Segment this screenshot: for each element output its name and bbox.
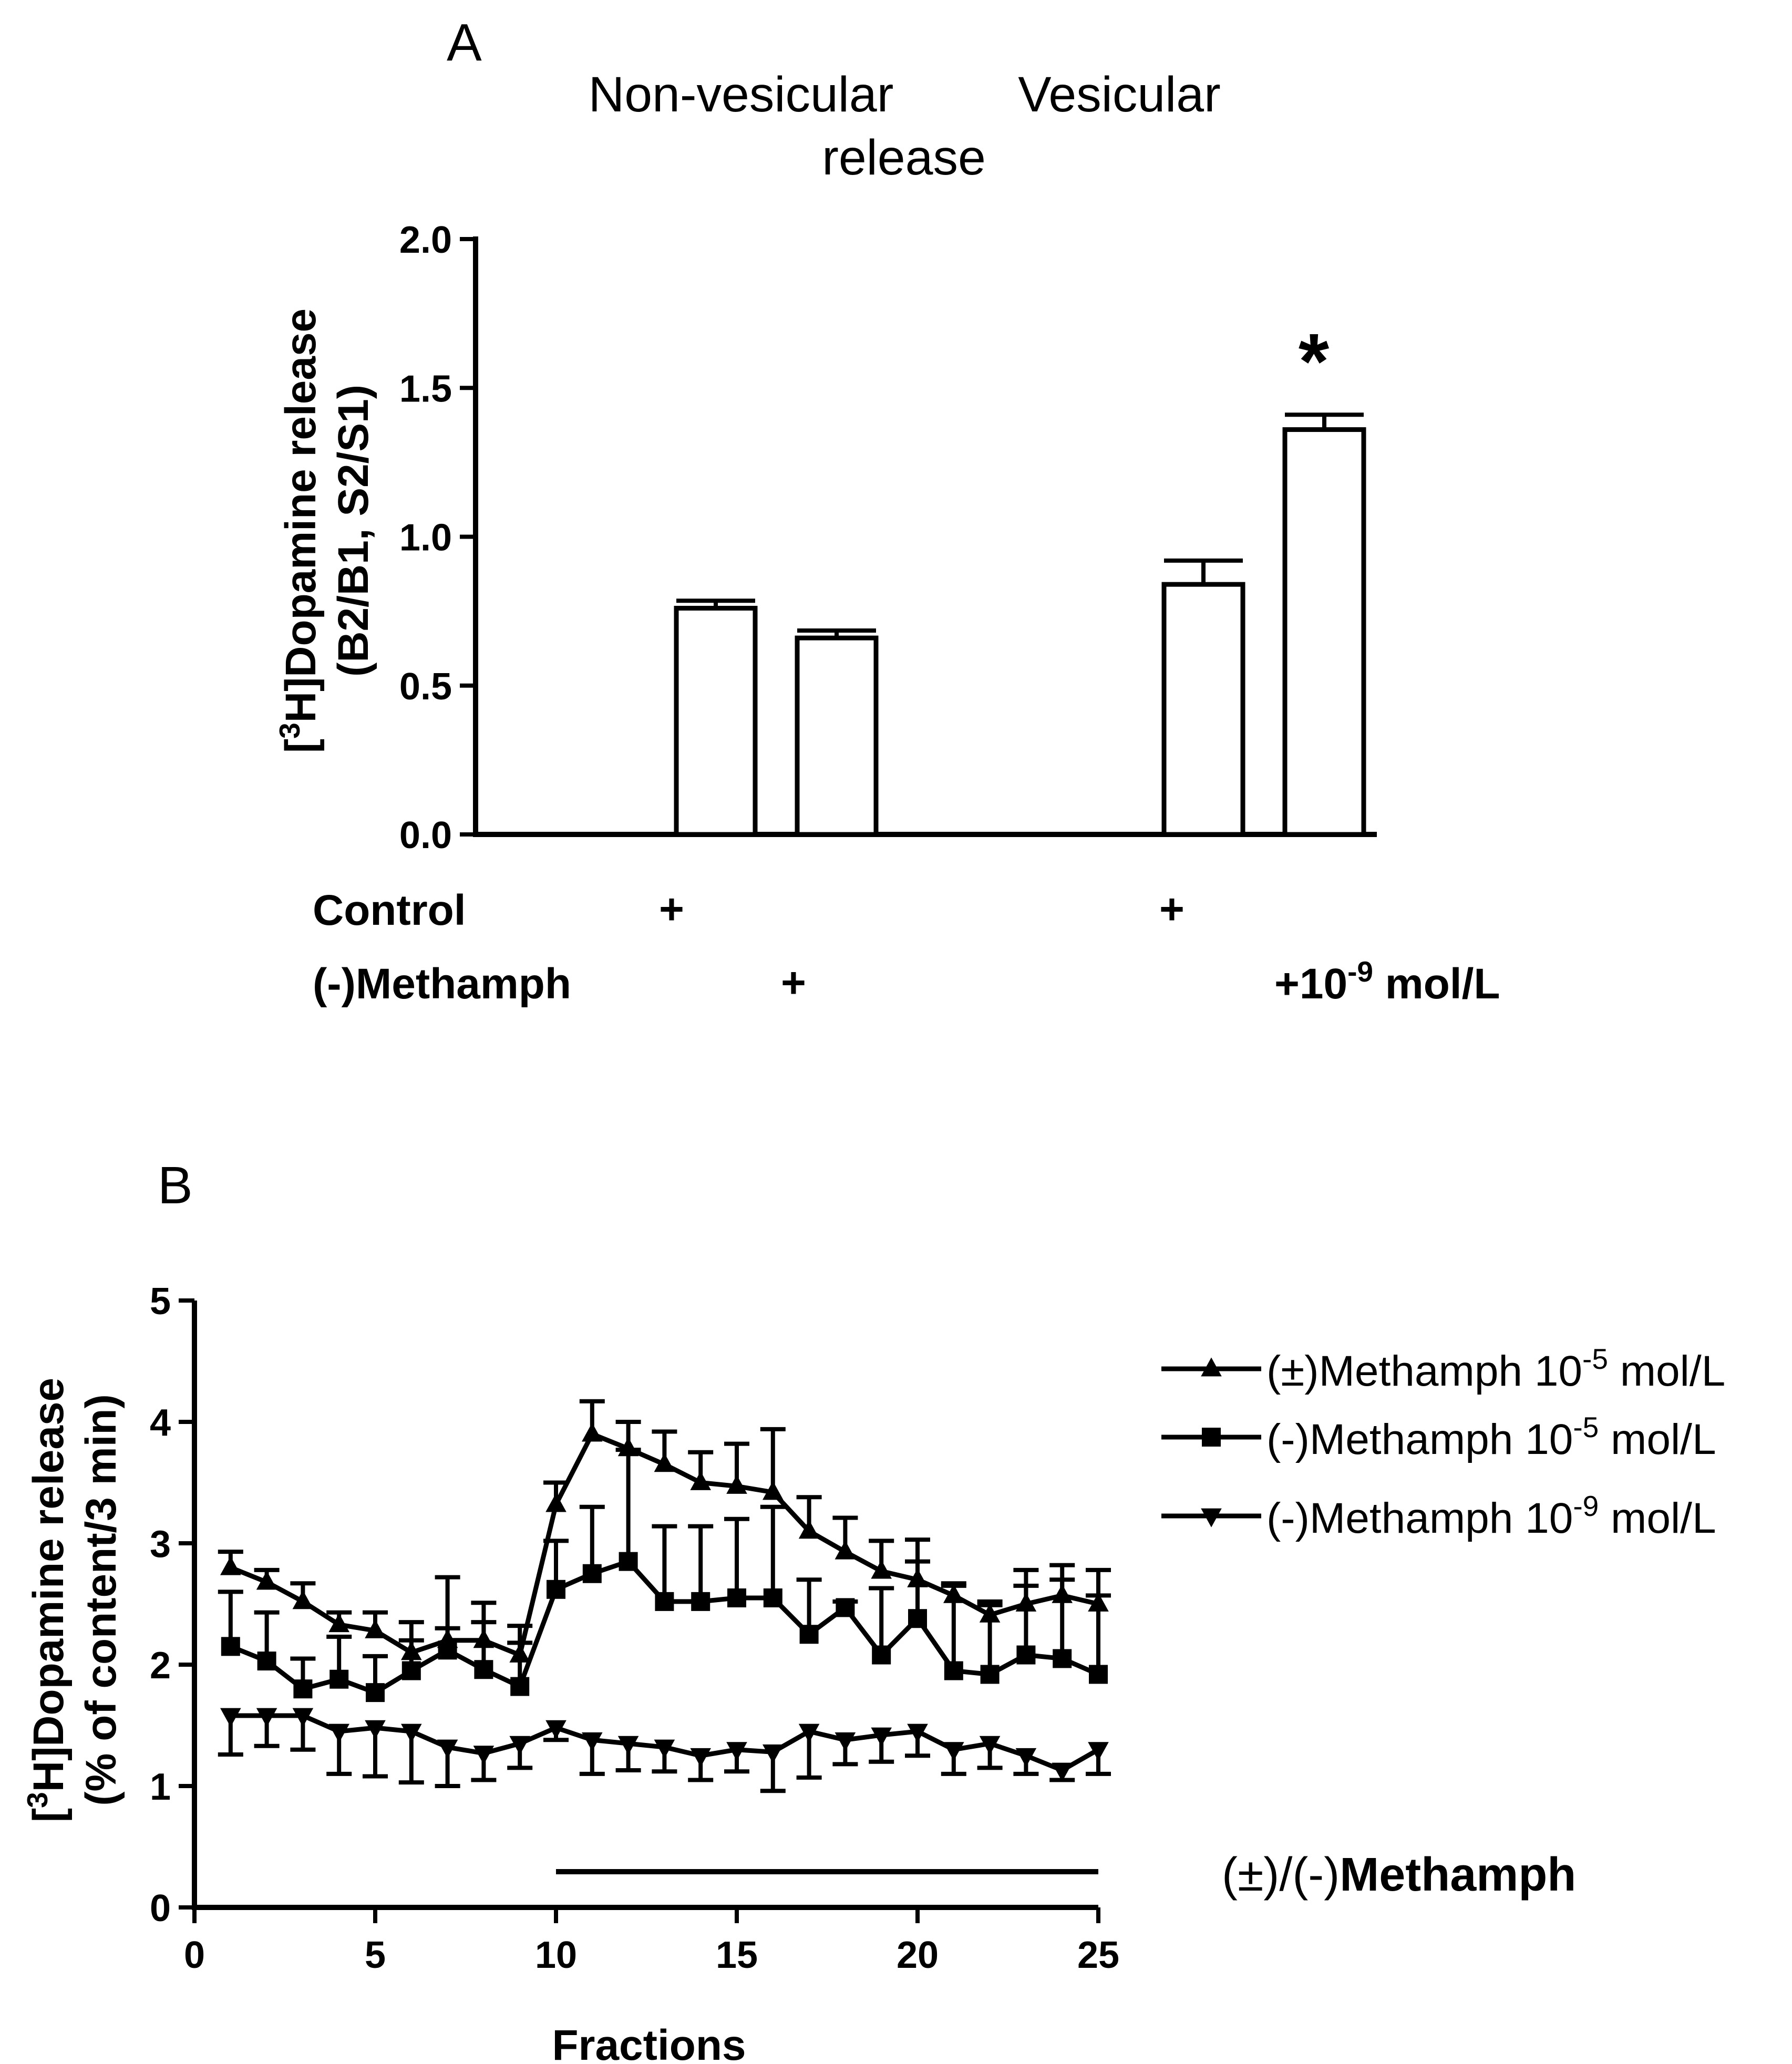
series-point xyxy=(764,1588,782,1607)
panel-b-y-tick-label: 1 xyxy=(150,1766,171,1808)
legend-marker xyxy=(1202,1428,1221,1447)
panel-b-y-tick-label: 5 xyxy=(150,1281,171,1323)
svg-text:[3H]Dopamine release: [3H]Dopamine release xyxy=(21,1378,73,1822)
series-point xyxy=(800,1625,819,1644)
series-1 xyxy=(218,1450,1111,1702)
figure: A Non-vesicular Vesicular release [3H]Do… xyxy=(0,0,1792,2064)
series-point xyxy=(545,1493,567,1512)
panel-b-x-axis-label: Fractions xyxy=(552,2021,746,2064)
row-label-control: Control xyxy=(313,886,466,934)
panel-a-y-axis-label: [3H]Dopamine release (B2/B1, S2/S1) xyxy=(273,308,377,753)
series-point xyxy=(619,1552,638,1571)
panel-b-y-tick-label: 4 xyxy=(150,1402,171,1444)
series-point xyxy=(690,1748,711,1767)
panel-b-x-tick-label: 20 xyxy=(897,1934,939,1976)
series-point xyxy=(943,1742,964,1761)
panel-b-y-tick-label: 0 xyxy=(150,1887,171,1929)
series-point xyxy=(872,1646,891,1665)
series-2 xyxy=(218,1708,1111,1791)
panel-a-bar xyxy=(676,608,755,834)
series-point xyxy=(981,1665,1000,1684)
panel-a-y-tick-label: 0.0 xyxy=(399,814,452,856)
panel-a-header-vesicular: Vesicular xyxy=(1018,67,1220,122)
series-point xyxy=(221,1637,240,1656)
series-point xyxy=(583,1564,602,1583)
series-point xyxy=(329,1670,348,1689)
svg-text:(% of content/3 min): (% of content/3 min) xyxy=(77,1394,125,1806)
panel-b-letter: B xyxy=(158,1156,193,1215)
legend-label: (-)Methamph 10-9 mol/L xyxy=(1266,1490,1716,1542)
series-point xyxy=(691,1592,710,1611)
series-point xyxy=(835,1732,856,1751)
series-point xyxy=(908,1609,927,1628)
panel-a-bar xyxy=(1285,430,1364,834)
panel-b-legend: (±)Methamph 10-5 mol/L (-)Methamph 10-5 m… xyxy=(1161,1343,1725,1542)
series-point xyxy=(1053,1649,1072,1668)
panel-a-y-tick-label: 1.0 xyxy=(399,517,452,559)
series-point xyxy=(366,1683,385,1702)
panel-a-bar xyxy=(797,638,876,834)
series-point xyxy=(220,1556,241,1575)
panel-b-y-tick-label: 2 xyxy=(150,1645,171,1687)
series-point xyxy=(328,1724,349,1743)
svg-text:(B2/B1, S2/S1): (B2/B1, S2/S1) xyxy=(329,385,377,677)
legend-label: (±)Methamph 10-5 mol/L xyxy=(1266,1343,1725,1395)
dose-methamph-vesicular: +10-9 mol/L xyxy=(1274,955,1500,1008)
series-point xyxy=(944,1661,963,1680)
panel-a-y-tick-label: 1.5 xyxy=(399,368,452,410)
series-point xyxy=(1016,1646,1035,1665)
treatment-label: (±)/(-)Methamph xyxy=(1222,1849,1576,1901)
panel-b-x-tick-label: 10 xyxy=(535,1934,577,1976)
panel-b-x-tick-label: 5 xyxy=(365,1934,386,1976)
panel-b-series xyxy=(218,1401,1111,1791)
panel-b-x-tick-label: 0 xyxy=(184,1934,205,1976)
panel-a-y-tick-label: 0.5 xyxy=(399,666,452,708)
panel-b-y-axis-label: [3H]Dopamine release (% of content/3 min… xyxy=(21,1378,125,1822)
significance-marker: * xyxy=(1299,317,1330,405)
panel-a-header-nonvesicular: Non-vesicular xyxy=(589,67,894,122)
series-point xyxy=(293,1679,312,1698)
panel-a-y-tick-label: 2.0 xyxy=(399,219,452,261)
series-point xyxy=(438,1640,457,1659)
series-point xyxy=(1089,1665,1108,1684)
series-point xyxy=(763,1745,784,1763)
panel-a-header-release: release xyxy=(822,130,986,185)
series-point xyxy=(655,1592,674,1611)
plus-control-nonvesicular: + xyxy=(659,885,684,933)
row-label-methamph: (-)Methamph xyxy=(313,960,571,1008)
panel-b-x-tick-label: 25 xyxy=(1077,1934,1119,1976)
series-point xyxy=(474,1660,493,1679)
series-point xyxy=(836,1598,854,1617)
series-point xyxy=(402,1661,421,1680)
panel-a-letter: A xyxy=(447,13,482,72)
series-point xyxy=(510,1677,529,1696)
series-point xyxy=(582,1423,603,1442)
plus-control-vesicular: + xyxy=(1159,885,1185,933)
plus-methamph-nonvesicular: + xyxy=(781,959,806,1007)
legend-label: (-)Methamph 10-5 mol/L xyxy=(1266,1411,1716,1463)
panel-b-y-tick-label: 3 xyxy=(150,1523,171,1565)
series-point xyxy=(258,1652,276,1670)
svg-text:[3H]Dopamine release: [3H]Dopamine release xyxy=(273,308,325,753)
panel-b-x-tick-label: 15 xyxy=(716,1934,758,1976)
panel-a-bars: * xyxy=(676,317,1364,834)
panel-a-bar xyxy=(1164,584,1243,834)
series-point xyxy=(547,1580,565,1599)
series-point xyxy=(727,1588,746,1607)
series-point xyxy=(473,1746,495,1764)
